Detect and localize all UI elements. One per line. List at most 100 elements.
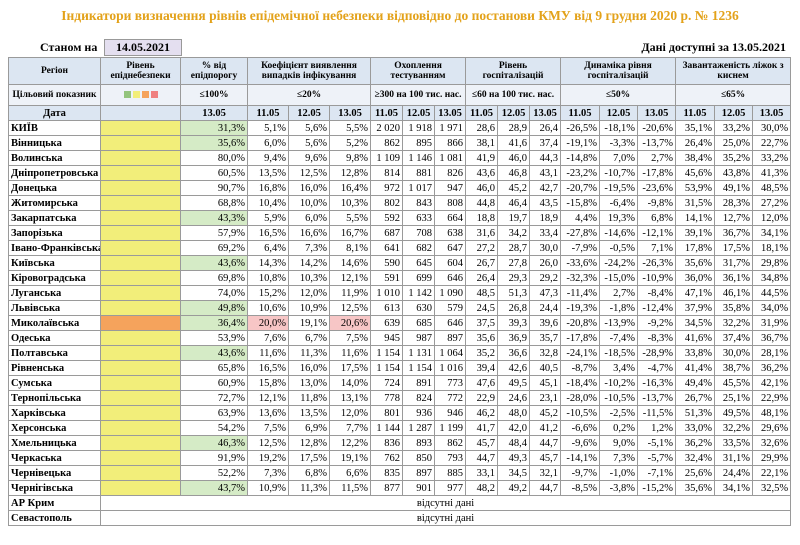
value-cell: 724 [370, 375, 404, 391]
table-row: Чернігівська 43,7% 10,9% 11,3% 11,5% 877 901 97… [8, 480, 792, 496]
value-cell: -9,6% [560, 435, 601, 451]
value-cell: 1 918 [402, 120, 436, 136]
region-name: КИЇВ [8, 120, 101, 136]
value-cell: 10,9% [288, 300, 330, 316]
target-value: ≤65% [675, 84, 792, 106]
level-cell [100, 405, 181, 421]
level-cell [100, 465, 181, 481]
value-cell: -5,7% [637, 450, 677, 466]
date-cell: 11.05 [370, 105, 404, 121]
value-cell: 6,0% [288, 210, 330, 226]
value-cell: 639 [370, 315, 404, 331]
date-cell: 12.05 [599, 105, 639, 121]
value-cell: 891 [402, 375, 436, 391]
value-cell: 32,4% [675, 450, 716, 466]
value-cell: 26,7 [465, 255, 499, 271]
value-cell: -8,5% [560, 480, 601, 496]
value-cell: 33,8% [675, 345, 716, 361]
value-cell: 7,3% [599, 450, 639, 466]
value-cell: 39,6 [529, 315, 562, 331]
level-swatch [132, 90, 140, 98]
table-row: Рівненська 65,8% 16,5% 16,0% 17,5% 1 154 1 154… [8, 360, 792, 376]
value-cell: 41,7 [465, 420, 499, 436]
value-cell: 1 144 [370, 420, 404, 436]
value-cell: 778 [370, 390, 404, 406]
value-cell: 29,2 [529, 270, 562, 286]
value-cell: 35,8% [714, 300, 754, 316]
value-cell: 646 [434, 270, 467, 286]
value-cell: 897 [402, 465, 436, 481]
value-cell: 45,6% [675, 165, 716, 181]
pct-cell: 90,7% [180, 180, 248, 196]
value-cell: -13,9% [599, 315, 639, 331]
value-cell: 7,5% [328, 330, 372, 346]
region-name: Хмельницька [8, 435, 101, 451]
value-cell: 35,1% [675, 120, 716, 136]
value-cell: 19,1% [288, 315, 330, 331]
value-cell: 41,6 [497, 135, 531, 151]
value-cell: 46,2 [465, 405, 499, 421]
value-cell: 26,8 [497, 300, 531, 316]
value-cell: 43,6 [465, 165, 499, 181]
value-cell: 34,5% [675, 315, 716, 331]
target-value: ≤20% [246, 84, 372, 106]
header-cell: % від епідпорогу [180, 57, 248, 85]
value-cell: 34,8% [752, 270, 792, 286]
value-cell: -16,3% [637, 375, 677, 391]
value-cell: 1 154 [370, 345, 404, 361]
value-cell: -19,1% [560, 135, 601, 151]
value-cell: 29,8% [752, 255, 792, 271]
value-cell: 5,2% [328, 135, 372, 151]
level-cell [100, 240, 181, 256]
value-cell: 591 [370, 270, 404, 286]
value-cell: 14,0% [328, 375, 372, 391]
region-name: Одеська [8, 330, 101, 346]
value-cell: 11,6% [328, 345, 372, 361]
value-cell: 835 [370, 465, 404, 481]
value-cell: 30,0% [752, 120, 792, 136]
value-cell: -18,5% [599, 345, 639, 361]
value-cell: 6,0% [247, 135, 289, 151]
value-cell: 19,2% [247, 450, 289, 466]
value-cell: 28,9 [497, 120, 531, 136]
value-cell: 1 154 [370, 360, 404, 376]
value-cell: -6,6% [560, 420, 601, 436]
value-cell: 10,4% [247, 195, 289, 211]
value-cell: 6,4% [247, 240, 289, 256]
pct-cell: 36,4% [180, 315, 248, 331]
value-cell: -20,6% [637, 120, 677, 136]
value-cell: 41,9 [465, 150, 499, 166]
date-cell: 12.05 [714, 105, 754, 121]
table-row: Одеська 53,9% 7,6% 6,7% 7,5% 945 987 897 35,6 36,… [8, 330, 792, 346]
table-row: Житомирська 68,8% 10,4% 10,0% 10,3% 802 843 808… [8, 195, 792, 211]
pct-cell: 43,7% [180, 480, 248, 496]
region-name: Львівська [8, 300, 101, 316]
value-cell: 43,5 [529, 195, 562, 211]
table-row: Севастополь відсутні дані [8, 510, 792, 526]
value-cell: 11,6% [247, 345, 289, 361]
value-cell: 30,0% [714, 345, 754, 361]
value-cell: -17,8% [637, 165, 677, 181]
level-cell [100, 255, 181, 271]
value-cell: 48,5 [465, 285, 499, 301]
value-cell: -8,3% [637, 330, 677, 346]
value-cell: 48,1% [752, 405, 792, 421]
value-cell: -3,3% [599, 135, 639, 151]
pct-cell: 54,2% [180, 420, 248, 436]
pct-cell: 72,7% [180, 390, 248, 406]
value-cell: 664 [434, 210, 467, 226]
value-cell: 27,8 [497, 255, 531, 271]
level-cell [100, 285, 181, 301]
value-cell: 15,2% [247, 285, 289, 301]
header-cell: Коефіцієнт виявлення випадків інфікуванн… [246, 57, 372, 85]
as-of-label: Станом на [40, 40, 98, 54]
value-cell: 39,3 [497, 315, 531, 331]
value-cell: 35,2% [714, 150, 754, 166]
value-cell: 10,3% [288, 270, 330, 286]
value-cell: 49,5 [497, 375, 531, 391]
value-cell: 32,8 [529, 345, 562, 361]
date-cell: 11.05 [247, 105, 289, 121]
value-cell: 9,0% [599, 435, 639, 451]
value-cell: 28,3% [714, 195, 754, 211]
value-cell: 687 [370, 225, 404, 241]
